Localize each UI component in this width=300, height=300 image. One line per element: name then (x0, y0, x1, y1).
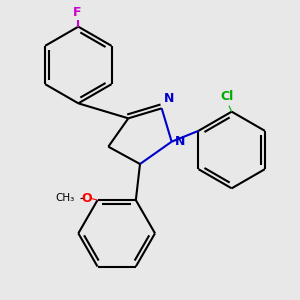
Text: Cl: Cl (220, 90, 233, 103)
Text: N: N (164, 92, 175, 105)
Text: O: O (82, 192, 92, 205)
Text: F: F (72, 6, 81, 19)
Text: N: N (175, 135, 185, 148)
Text: CH₃: CH₃ (55, 193, 74, 203)
